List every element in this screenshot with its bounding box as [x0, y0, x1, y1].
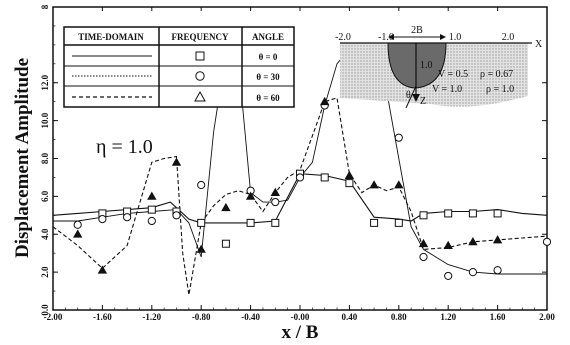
inset-z-axis-label: Z: [420, 96, 426, 107]
marker-square: [147, 205, 156, 214]
marker-triangle: [344, 170, 355, 179]
y-tick-label: 6.0: [40, 190, 50, 202]
legend-marker-circle: [195, 71, 205, 81]
marker-triangle: [147, 191, 157, 200]
marker-square: [271, 218, 280, 227]
inset-depth-label: 1.0: [420, 60, 433, 71]
marker-circle: [197, 180, 206, 190]
marker-triangle: [171, 157, 182, 166]
legend-header-angle: ANGLE: [252, 32, 284, 42]
marker-triangle: [196, 244, 206, 253]
marker-triangle: [73, 229, 83, 238]
y-tick-label: 12.0: [40, 74, 50, 90]
marker-square: [444, 209, 453, 218]
inset-incident-ray: [405, 85, 417, 109]
inset-props-2-rho: ρ = 1.0: [486, 84, 514, 95]
marker-circle: [147, 216, 156, 226]
legend-angle-30: θ = 30: [256, 72, 280, 82]
x-axis-title: x / B: [282, 322, 319, 343]
markers: [73, 63, 552, 281]
inset-width-arrow-right: [440, 34, 446, 40]
inset-scale-m2: -2.0: [335, 32, 351, 43]
marker-triangle: [394, 180, 404, 189]
series-line-0: [52, 173, 548, 224]
inset-scale-m1: -1.0: [378, 32, 394, 43]
marker-square: [394, 218, 403, 227]
x-tick-label: -1.20: [142, 312, 161, 322]
y-tick-label: 2.0: [40, 266, 50, 278]
y-tick-label: 8: [40, 4, 50, 9]
inset-props-1-v: V = 0.5: [438, 69, 468, 80]
x-tick-label: 2.00: [539, 312, 555, 322]
marker-triangle: [468, 237, 478, 246]
marker-circle: [493, 266, 502, 275]
marker-square: [246, 218, 255, 227]
marker-square: [320, 173, 329, 182]
marker-square: [345, 179, 354, 188]
inset-diagram: X Z 2B -2.0 -1.0 1.0 2.0 1.0 θ V = 0.5 ρ…: [335, 25, 543, 109]
marker-triangle: [320, 96, 330, 106]
legend-angle-0: θ = 0: [259, 52, 278, 62]
y-tick-label: 8.0: [40, 152, 50, 164]
y-axis-title: Displacement Amplitude: [12, 58, 33, 258]
x-tick-label: -0.40: [241, 312, 260, 322]
inset-scale-p2: 2.0: [502, 32, 515, 43]
x-tick-label: -0.80: [192, 312, 211, 322]
inset-x-axis-label: X: [535, 39, 543, 50]
marker-square: [197, 218, 206, 227]
marker-circle: [271, 197, 280, 207]
legend-angle-60: θ = 60: [256, 93, 280, 103]
legend-header-freq: FREQUENCY: [171, 32, 229, 42]
marker-circle: [542, 237, 552, 246]
x-tick-label: 1.60: [490, 312, 506, 322]
x-tick-label: -2.00: [44, 312, 63, 322]
legend: TIME-DOMAIN FREQUENCY ANGLE θ = 0 θ = 30…: [63, 26, 295, 108]
series-line-2: [52, 97, 548, 295]
x-tick-label: 0.40: [342, 312, 358, 322]
marker-triangle: [418, 238, 429, 248]
marker-triangle: [369, 180, 379, 189]
x-tick-label: -0.00: [291, 312, 310, 322]
legend-marker-triangle: [194, 90, 206, 102]
x-tick-label: 1.20: [440, 312, 456, 322]
inset-props-2-v: V = 1.0: [432, 84, 462, 95]
legend-header-time: TIME-DOMAIN: [78, 32, 144, 42]
x-tick-label: -1.60: [93, 312, 112, 322]
inset-theta-label: θ: [406, 90, 411, 101]
marker-triangle: [443, 240, 453, 250]
marker-triangle: [221, 202, 231, 212]
marker-circle: [123, 213, 132, 222]
marker-circle: [419, 252, 428, 262]
marker-circle: [172, 211, 181, 220]
marker-circle: [98, 215, 107, 224]
legend-frame: [63, 26, 295, 108]
y-tick-label: 0.0: [40, 304, 50, 316]
inset-scale-p1: 1.0: [449, 32, 462, 43]
marker-square: [468, 209, 477, 218]
marker-triangle: [97, 265, 108, 274]
marker-triangle: [492, 235, 503, 244]
marker-square: [370, 218, 379, 227]
eta-annotation: η = 1.0: [96, 136, 153, 158]
ticks: -2.00 -1.60 -1.20 -0.80 -0.40 -0.00 0.40 0.80 1.…: [40, 4, 555, 322]
marker-triangle: [270, 187, 280, 196]
marker-circle: [295, 173, 305, 182]
inset-width-arrow-left: [388, 34, 394, 40]
inset-width-label: 2B: [411, 25, 423, 36]
marker-square: [493, 209, 502, 218]
marker-circle: [444, 271, 453, 281]
marker-triangle: [245, 191, 256, 200]
marker-square: [419, 211, 428, 220]
marker-circle: [73, 220, 82, 229]
marker-circle: [468, 268, 477, 277]
marker-circle: [394, 133, 403, 142]
inset-z-arrow: [412, 94, 420, 102]
inset-props-1-rho: ρ = 0.67: [480, 69, 513, 80]
legend-marker-square: [195, 51, 205, 61]
y-tick-label: 10.0: [40, 112, 50, 128]
marker-square: [221, 239, 230, 248]
y-tick-label: 4.0: [40, 228, 50, 240]
x-tick-label: 0.80: [391, 312, 407, 322]
